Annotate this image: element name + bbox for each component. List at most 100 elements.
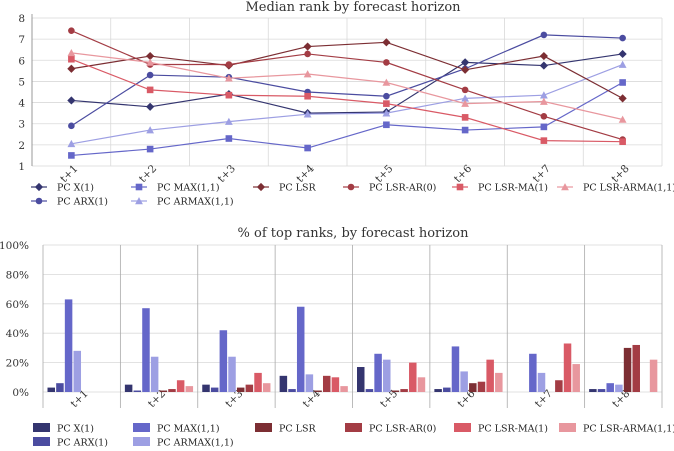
bar-pc-lsr-ar-0 bbox=[322, 375, 331, 392]
series-line bbox=[71, 63, 623, 145]
bar-pc-arx-1 bbox=[56, 383, 64, 392]
bar-y-tick-label: 0% bbox=[12, 387, 29, 399]
data-point bbox=[461, 126, 469, 134]
data-point bbox=[540, 113, 548, 120]
bar-pc-lsr-ar-0 bbox=[477, 381, 486, 392]
legend-label: PC ARX(1) bbox=[57, 438, 108, 449]
bar-pc-lsr-ma-1 bbox=[409, 362, 417, 392]
bar-pc-armax-1-1 bbox=[228, 356, 236, 392]
line-y-tick-label: 1 bbox=[18, 161, 25, 173]
bar-pc-max-1-1 bbox=[219, 330, 228, 392]
data-point bbox=[539, 61, 548, 70]
data-point bbox=[146, 102, 155, 111]
legend-label: PC X(1) bbox=[57, 424, 94, 435]
data-point bbox=[461, 99, 470, 107]
bar-pc-lsr-ma-1 bbox=[486, 359, 494, 392]
bar-y-tick-label: 40% bbox=[6, 328, 29, 340]
legend-swatch bbox=[33, 437, 50, 446]
data-point bbox=[146, 71, 154, 79]
bar-pc-lsr-ar-0 bbox=[400, 389, 408, 392]
series-line bbox=[71, 81, 623, 157]
legend-swatch bbox=[133, 437, 150, 446]
line-y-tick-label: 6 bbox=[18, 55, 25, 67]
data-point bbox=[68, 27, 75, 34]
bar-pc-x-1 bbox=[47, 387, 55, 392]
line-legend-item: PC X(1) bbox=[31, 183, 94, 194]
bar-pc-x-1 bbox=[202, 384, 210, 392]
line-series-pc-max-1-1 bbox=[68, 79, 626, 159]
data-point bbox=[383, 59, 390, 66]
data-point bbox=[224, 117, 233, 125]
line-legend-item: PC LSR-ARMA(1,1) bbox=[557, 183, 674, 194]
legend-swatch bbox=[559, 423, 576, 432]
bar-pc-max-1-1 bbox=[64, 299, 73, 392]
data-point bbox=[67, 64, 76, 73]
bar-pc-lsr bbox=[391, 390, 400, 392]
bar-y-tick-label: 80% bbox=[6, 269, 29, 281]
legend-label: PC ARMAX(1,1) bbox=[157, 197, 234, 208]
data-point bbox=[225, 91, 233, 99]
legend-label: PC MAX(1,1) bbox=[157, 183, 220, 194]
bar-pc-max-1-1 bbox=[529, 353, 537, 392]
data-point bbox=[68, 122, 75, 130]
line-series-pc-lsr bbox=[67, 38, 627, 103]
data-point bbox=[303, 70, 312, 78]
data-point bbox=[146, 58, 155, 66]
legend-label: PC ARMAX(1,1) bbox=[157, 438, 234, 449]
legend-swatch bbox=[454, 423, 471, 432]
bar-pc-arx-1 bbox=[365, 389, 374, 392]
bar-legend-item: PC LSR-ARMA(1,1) bbox=[559, 423, 674, 435]
line-legend-item: PC ARX(1) bbox=[31, 197, 108, 208]
line-y-tick-label: 7 bbox=[18, 34, 25, 46]
data-point bbox=[304, 50, 311, 58]
line-series-pc-armax-1-1 bbox=[67, 60, 627, 148]
legend-label: PC LSR bbox=[279, 183, 316, 194]
bar-y-tick-label: 60% bbox=[6, 299, 29, 311]
legend-marker bbox=[135, 197, 143, 205]
data-point bbox=[461, 86, 469, 94]
data-point bbox=[383, 92, 390, 100]
legend-marker bbox=[561, 183, 569, 191]
legend-label: PC LSR bbox=[279, 424, 316, 435]
legend-swatch bbox=[345, 423, 362, 432]
legend-marker bbox=[456, 183, 464, 191]
legend-label: PC LSR-AR(0) bbox=[369, 424, 436, 435]
data-point bbox=[67, 96, 76, 105]
data-point bbox=[382, 109, 391, 117]
bar-pc-x-1 bbox=[589, 389, 597, 392]
legend-marker bbox=[34, 182, 44, 192]
line-legend-item: PC ARMAX(1,1) bbox=[131, 197, 234, 208]
legend-label: PC LSR-MA(1) bbox=[478, 183, 548, 194]
bar-pc-max-1-1 bbox=[606, 383, 614, 392]
data-point bbox=[618, 49, 627, 59]
line-y-tick-label: 2 bbox=[18, 140, 25, 152]
data-point bbox=[619, 34, 626, 42]
bar-pc-max-1-1 bbox=[142, 308, 150, 392]
bar-pc-lsr bbox=[236, 387, 245, 392]
line-series-pc-lsr-arma-1-1 bbox=[67, 48, 627, 123]
data-point bbox=[619, 79, 626, 86]
series-line bbox=[71, 53, 623, 114]
legend-label: PC MAX(1,1) bbox=[157, 424, 220, 435]
legend-swatch bbox=[255, 423, 272, 432]
bar-pc-armax-1-1 bbox=[537, 372, 546, 392]
bar-pc-arx-1 bbox=[133, 390, 142, 392]
legend-marker bbox=[135, 183, 143, 191]
data-point bbox=[68, 152, 75, 159]
data-point bbox=[383, 121, 390, 129]
data-point bbox=[304, 92, 311, 100]
bar-legend-item: PC LSR bbox=[255, 423, 316, 435]
series-line bbox=[71, 41, 623, 99]
bar-pc-x-1 bbox=[124, 384, 133, 392]
legend-label: PC ARX(1) bbox=[57, 197, 108, 208]
data-point bbox=[461, 65, 470, 74]
bar-legend-item: PC ARMAX(1,1) bbox=[133, 437, 234, 449]
line-series-pc-lsr-ma-1 bbox=[68, 55, 626, 145]
data-point bbox=[540, 31, 548, 39]
data-point bbox=[224, 74, 233, 82]
bar-legend-item: PC LSR-AR(0) bbox=[345, 423, 436, 435]
bar-pc-lsr-arma-1-1 bbox=[340, 386, 348, 392]
data-point bbox=[225, 61, 233, 68]
bar-pc-lsr-arma-1-1 bbox=[262, 383, 271, 392]
bar-pc-x-1 bbox=[279, 375, 288, 392]
